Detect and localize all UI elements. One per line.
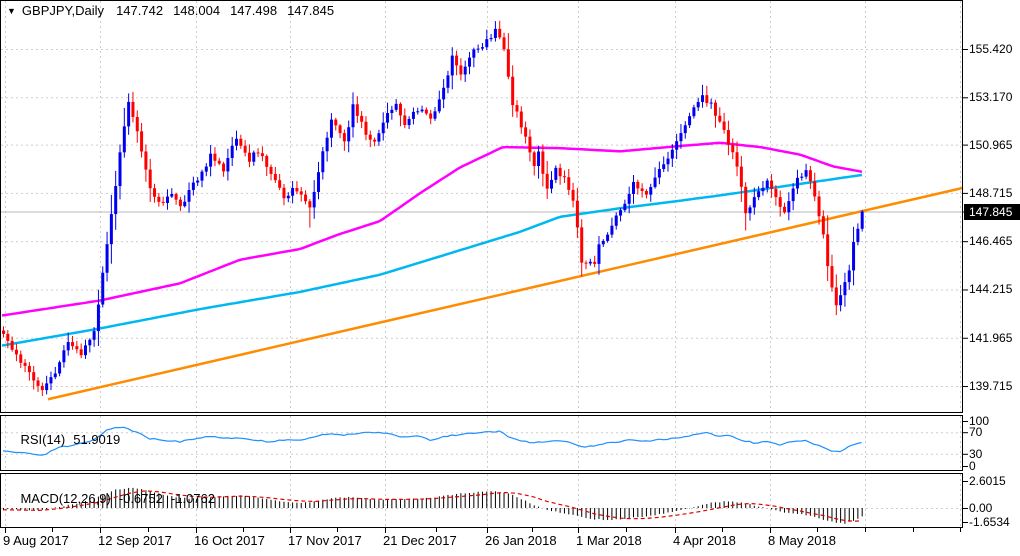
price-tick-label: 150.965 (969, 138, 1013, 152)
macd-label: MACD(12,26,9) -0.6752 -1.0762 (6, 476, 223, 521)
macd-level-label: 2.6015 (969, 474, 1006, 488)
rsi-level-label: 70 (969, 425, 983, 439)
close-value: 147.845 (287, 3, 335, 18)
rsi-level-label: 30 (969, 447, 983, 461)
date-tick-label: 1 Mar 2018 (576, 533, 642, 548)
trendline (47, 186, 964, 401)
date-tick-label: 16 Oct 2017 (194, 533, 265, 548)
price-tick-label: 139.715 (969, 379, 1013, 393)
price-tick-label: 155.420 (969, 42, 1013, 56)
price-tick-label: 141.965 (969, 331, 1013, 345)
rsi-level-label: 100 (969, 414, 990, 428)
price-tick-label: 148.715 (969, 186, 1013, 200)
date-tick-label: 17 Nov 2017 (288, 533, 362, 548)
rsi-level-label: 0 (969, 459, 976, 473)
rsi-name: RSI(14) (20, 432, 66, 447)
date-tick-label: 26 Jan 2018 (485, 533, 557, 548)
macd-signal-line (3, 490, 860, 522)
candles-layer (2, 20, 864, 397)
date-tick-label: 12 Sep 2017 (98, 533, 172, 548)
rsi-line (2, 426, 862, 456)
high-value: 148.004 (173, 3, 221, 18)
macd-layer (3, 487, 863, 524)
date-tick-label: 8 May 2018 (768, 533, 836, 548)
macd-name: MACD(12,26,9) (20, 491, 111, 506)
ma-slow-line (1, 141, 863, 317)
macd-main-value: -0.6752 (118, 491, 163, 506)
symbol-dropdown-icon[interactable]: ▼ (7, 5, 16, 16)
price-tick-label: 153.170 (969, 90, 1013, 104)
low-value: 147.498 (230, 3, 278, 18)
rsi-label: RSI(14) 51.9019 (6, 417, 128, 462)
macd-level-label: 0.00 (969, 501, 993, 515)
date-tick-label: 21 Dec 2017 (383, 533, 457, 548)
grid-layer (1, 1, 962, 527)
price-tick-label: 144.215 (969, 282, 1013, 296)
rsi-value: 51.9019 (73, 432, 121, 447)
price-tick-label: 146.465 (969, 234, 1013, 248)
ohlc-header: ▼ GBPJPY,Daily 147.742 148.004 147.498 1… (7, 3, 344, 18)
current-price-box: 147.845 (964, 204, 1020, 220)
date-tick-label: 4 Apr 2018 (673, 533, 736, 548)
borders-layer (0, 0, 968, 533)
rsi-layer (2, 426, 862, 456)
macd-signal-value: -1.0762 (170, 491, 215, 506)
date-tick-label: 9 Aug 2017 (3, 533, 69, 548)
trendline-layer (47, 186, 964, 401)
ma-fast-line (1, 173, 863, 347)
open-value: 147.742 (116, 3, 164, 18)
macd-level-label: -1.6534 (969, 515, 1010, 529)
symbol-timeframe-label: GBPJPY,Daily (21, 3, 105, 18)
